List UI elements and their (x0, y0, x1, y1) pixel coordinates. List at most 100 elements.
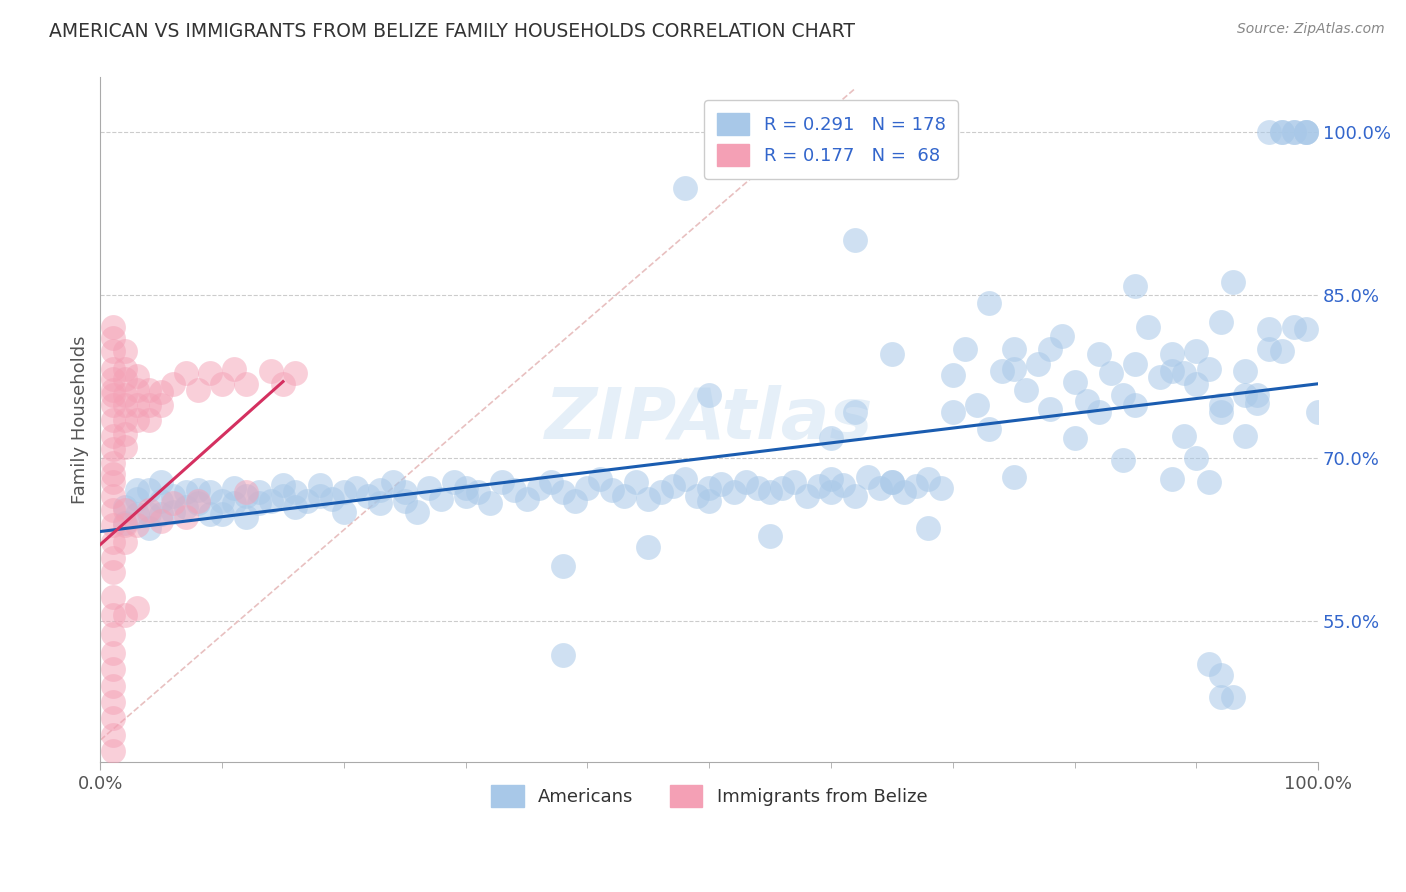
Point (114, 361, 136, 376)
Point (260, 494, 283, 508)
Point (759, 485, 782, 500)
Point (553, 559, 575, 574)
Point (1282, 125, 1305, 139)
Point (844, 489, 866, 503)
Point (198, 485, 221, 500)
Point (966, 399, 988, 413)
Point (1125, 399, 1147, 413)
Point (101, 467, 124, 481)
Point (1063, 375, 1085, 389)
Point (880, 475, 903, 489)
Point (101, 372, 124, 386)
Point (673, 181, 696, 195)
Point (125, 491, 148, 506)
Point (1088, 405, 1111, 419)
Point (284, 485, 307, 500)
Point (491, 475, 513, 489)
Point (114, 426, 136, 441)
Point (187, 483, 209, 498)
Point (381, 475, 404, 489)
Point (588, 472, 610, 486)
Point (114, 440, 136, 454)
Point (430, 491, 453, 506)
Point (783, 475, 806, 489)
Point (101, 456, 124, 470)
Point (1112, 387, 1135, 401)
Point (1002, 361, 1025, 376)
Point (150, 494, 173, 508)
Point (114, 608, 136, 623)
Point (467, 485, 489, 500)
Point (1246, 387, 1268, 401)
Point (661, 479, 683, 493)
Point (308, 489, 330, 503)
Point (820, 485, 842, 500)
Point (734, 475, 756, 489)
Point (174, 510, 197, 524)
Point (198, 507, 221, 521)
Point (990, 364, 1012, 378)
Point (1246, 396, 1268, 410)
Point (101, 442, 124, 456)
Point (101, 590, 124, 604)
Point (333, 485, 356, 500)
Point (1149, 370, 1171, 384)
Point (979, 296, 1001, 310)
Point (1234, 429, 1257, 443)
Point (1295, 322, 1317, 336)
Point (1185, 450, 1208, 465)
Point (297, 494, 319, 508)
Point (723, 485, 745, 500)
Point (1258, 322, 1281, 336)
Point (138, 384, 160, 398)
Point (174, 485, 197, 500)
Point (1063, 431, 1085, 445)
Point (686, 489, 709, 503)
Point (1002, 342, 1025, 356)
Point (540, 475, 562, 489)
Point (394, 494, 416, 508)
Point (308, 477, 330, 491)
Point (1198, 657, 1220, 671)
Point (138, 507, 160, 521)
Point (1088, 347, 1111, 361)
Point (370, 496, 392, 510)
Point (101, 344, 124, 359)
Point (211, 376, 233, 391)
Point (138, 502, 160, 516)
Point (516, 491, 538, 506)
Point (125, 369, 148, 384)
Point (162, 496, 184, 510)
Point (1198, 475, 1220, 489)
Point (697, 481, 720, 495)
Point (1234, 364, 1257, 378)
Point (1136, 320, 1159, 334)
Point (942, 405, 965, 419)
Point (101, 387, 124, 401)
Point (187, 494, 209, 508)
Point (125, 399, 148, 413)
Point (553, 485, 575, 500)
Point (150, 475, 173, 489)
Point (394, 485, 416, 500)
Point (1185, 344, 1208, 359)
Point (150, 514, 173, 528)
Point (869, 481, 891, 495)
Point (247, 496, 270, 510)
Point (284, 366, 307, 380)
Point (1258, 125, 1281, 139)
Point (101, 412, 124, 426)
Point (770, 481, 793, 495)
Point (710, 476, 733, 491)
Point (1271, 125, 1294, 139)
Point (1282, 320, 1305, 334)
Point (235, 485, 257, 500)
Point (224, 496, 246, 510)
Point (1308, 405, 1330, 419)
Point (759, 529, 782, 543)
Y-axis label: Family Households: Family Households (72, 335, 89, 504)
Point (1198, 361, 1220, 376)
Point (1052, 329, 1074, 343)
Point (1222, 690, 1244, 704)
Point (101, 320, 124, 334)
